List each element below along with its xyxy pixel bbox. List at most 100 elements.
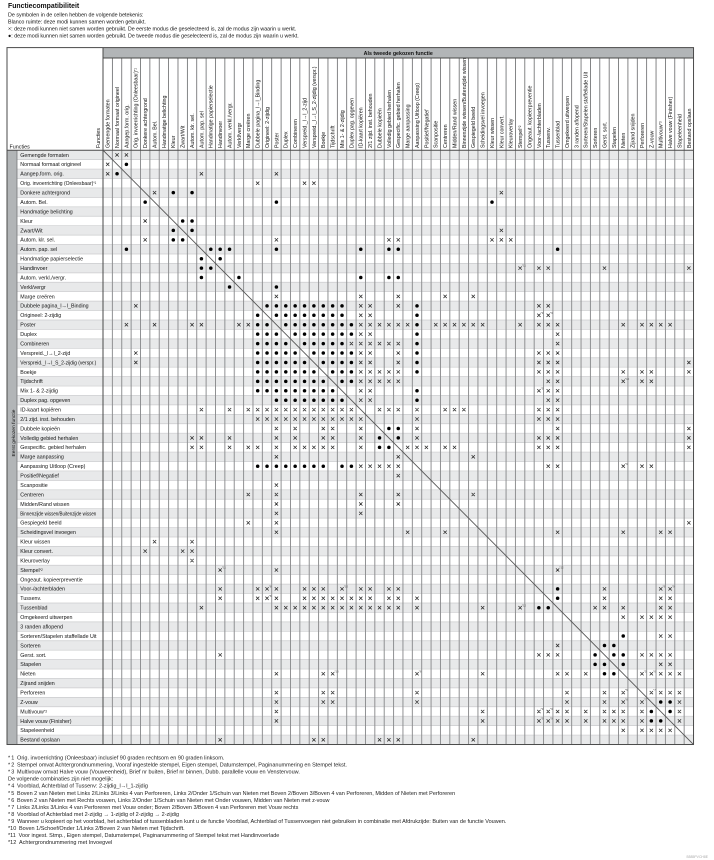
- svg-text:Kleur: Kleur: [20, 219, 33, 225]
- svg-text:Volledig gebied herhalen: Volledig gebied herhalen: [20, 436, 78, 442]
- svg-text:Tijdschrift: Tijdschrift: [20, 379, 43, 385]
- svg-text:*6: *6: [625, 462, 628, 466]
- svg-text:Mix 1- & 2-zijdig: Mix 1- & 2-zijdig: [340, 110, 346, 148]
- svg-text:* 6 Boven 2 van Nieten met Rec: * 6 Boven 2 van Nieten met Rechts vouwen…: [8, 798, 330, 804]
- svg-text:Duplex: Duplex: [284, 131, 290, 148]
- svg-text:●: deze modi kunnen niet samen: ●: deze modi kunnen niet samen worden ge…: [8, 33, 299, 39]
- svg-text:Autom. Bel.: Autom. Bel.: [20, 200, 47, 206]
- svg-text:Dubbele pagina_l→l_Binding: Dubbele pagina_l→l_Binding: [256, 80, 262, 148]
- svg-text:Aanpassing Uitloop (Creep): Aanpassing Uitloop (Creep): [20, 464, 85, 470]
- svg-text:*9: *9: [550, 707, 553, 711]
- svg-text:Marge creëren: Marge creëren: [246, 114, 252, 148]
- svg-text:* 8 Voorblad of Achterblad met: * 8 Voorblad of Achterblad met 2-zijdig …: [8, 812, 179, 818]
- svg-text:Kleur convert.: Kleur convert.: [499, 115, 505, 148]
- svg-text:*8: *8: [269, 594, 272, 598]
- svg-text:Poster: Poster: [20, 323, 36, 329]
- svg-text:Autom. Bel.: Autom. Bel.: [152, 121, 158, 148]
- svg-text:Gespiegeld beeld: Gespiegeld beeld: [20, 521, 61, 527]
- svg-text:Combineren: Combineren: [293, 119, 299, 148]
- svg-text:*7: *7: [644, 698, 647, 702]
- svg-text:Stapeleenheid: Stapeleenheid: [20, 728, 54, 734]
- svg-text:Stapeleenheid: Stapeleenheid: [677, 114, 683, 148]
- svg-text:Handinvoer: Handinvoer: [20, 266, 47, 272]
- svg-text:Aanpassing Uitloop (Creep): Aanpassing Uitloop (Creep): [415, 83, 421, 148]
- svg-text:Orig. invoerrichting (Onleesba: Orig. invoerrichting (Onleesbaar)*1: [20, 181, 96, 187]
- svg-text:Z-vouw: Z-vouw: [649, 130, 655, 148]
- svg-text:Nieten: Nieten: [621, 133, 627, 148]
- svg-text:Gemengde formaten: Gemengde formaten: [20, 153, 69, 159]
- svg-text:Ongeaut. kopieerpreventie: Ongeaut. kopieerpreventie: [20, 577, 82, 583]
- svg-text:Origineel: 2-zijdig: Origineel: 2-zijdig: [20, 313, 61, 319]
- svg-text:Volledig gebied herhalen: Volledig gebied herhalen: [387, 90, 393, 148]
- svg-text:* 5 Boven 2 van Nieten met Lin: * 5 Boven 2 van Nieten met Links 2/Links…: [8, 791, 455, 797]
- svg-text:*11: *11: [522, 264, 526, 268]
- svg-text:*12: *12: [559, 566, 564, 570]
- svg-text:*9: *9: [672, 584, 675, 588]
- svg-text:* 3 Multivouw omvat Halve vouw: * 3 Multivouw omvat Halve vouw (Vouweenh…: [8, 770, 300, 776]
- svg-text:Stempel*2: Stempel*2: [20, 568, 43, 574]
- svg-text:Perforeren: Perforeren: [640, 123, 646, 148]
- svg-text:*10 Boven 1/Schoef/Onder 1/Lin: *10 Boven 1/Schoef/Onder 1/Links 2/Boven…: [8, 826, 185, 832]
- svg-text:*10: *10: [625, 377, 630, 381]
- svg-text:Autom. klr. sel.: Autom. klr. sel.: [20, 238, 55, 244]
- svg-text:Scanpositie: Scanpositie: [434, 121, 440, 148]
- svg-text:Boekje: Boekje: [20, 370, 36, 376]
- svg-text:Aangep.form. orig.: Aangep.form. orig.: [124, 104, 130, 148]
- svg-text:Verspreid._l→l_S_2-zijdig (ver: Verspreid._l→l_S_2-zijdig (verspr.): [20, 360, 96, 366]
- svg-text:ID-kaart kopiëren: ID-kaart kopiëren: [20, 408, 61, 414]
- svg-text:Donkere achtergrond: Donkere achtergrond: [143, 98, 149, 148]
- svg-text:*9: *9: [541, 707, 544, 711]
- svg-text:Mix 1- & 2-zijdig: Mix 1- & 2-zijdig: [20, 389, 58, 395]
- svg-text:Stempel*2: Stempel*2: [518, 125, 524, 148]
- svg-text:*11 Voor ingest. Stmp., Eigen: *11 Voor ingest. Stmp., Eigen stempel, D…: [8, 833, 279, 839]
- svg-text:Kleur wissen: Kleur wissen: [490, 118, 496, 148]
- svg-text:3 randen aflopend: 3 randen aflopend: [20, 624, 63, 630]
- svg-text:Autom. pap. sel: Autom. pap. sel: [199, 111, 205, 148]
- svg-text:Marge aanpassing: Marge aanpassing: [406, 104, 412, 148]
- svg-text:Bestand opslaan: Bestand opslaan: [687, 108, 693, 148]
- svg-text:*6: *6: [653, 669, 656, 673]
- svg-text:* 2 Stempel omvat Achtergrondn: * 2 Stempel omvat Achtergrondnummering, …: [8, 762, 347, 768]
- svg-text:Blanco ruimte: deze modi kunne: Blanco ruimte: deze modi kunnen samen wo…: [8, 19, 146, 25]
- svg-text:Origineel: 2-zijdig: Origineel: 2-zijdig: [265, 107, 271, 148]
- svg-text:Autom. verkl./vergr.: Autom. verkl./vergr.: [227, 102, 233, 148]
- svg-text:Marge creëren: Marge creëren: [20, 294, 54, 300]
- svg-text:Autom. pap. sel: Autom. pap. sel: [20, 247, 57, 253]
- svg-text:Centreren: Centreren: [20, 492, 44, 498]
- svg-text:Gespiegeld beeld: Gespiegeld beeld: [471, 107, 477, 148]
- svg-text:3 randen aflopend: 3 randen aflopend: [574, 105, 580, 148]
- svg-text:*9: *9: [541, 717, 544, 721]
- svg-text:Gespecific. gebied herhalen: Gespecific. gebied herhalen: [396, 82, 402, 148]
- svg-text:*9: *9: [541, 386, 544, 390]
- svg-text:Halve vouw (Finisher): Halve vouw (Finisher): [20, 719, 71, 725]
- svg-text:Gespecific. gebied herhalen: Gespecific. gebied herhalen: [20, 445, 86, 451]
- svg-text:Tussenv.: Tussenv.: [546, 127, 552, 148]
- svg-text:Functiecompatibiliteit: Functiecompatibiliteit: [8, 3, 80, 10]
- svg-text:Normaal formaat origineel: Normaal formaat origineel: [115, 87, 121, 148]
- svg-text:Omgekeerd uitwerpen: Omgekeerd uitwerpen: [20, 615, 72, 621]
- svg-text:Verkl/vergr: Verkl/vergr: [20, 285, 46, 291]
- svg-text:Voor-/achterbladen: Voor-/achterbladen: [20, 587, 65, 593]
- svg-text:*9: *9: [550, 717, 553, 721]
- svg-text:*9: *9: [663, 584, 666, 588]
- svg-text:Kleur wissen: Kleur wissen: [20, 540, 50, 546]
- svg-text:Dubbele pagina_l→l_Binding: Dubbele pagina_l→l_Binding: [20, 304, 88, 310]
- svg-text:Sorteren: Sorteren: [593, 128, 599, 148]
- svg-text:* 7 Links 2/Links 3/Links 4 va: * 7 Links 2/Links 3/Links 4 van Perforer…: [8, 805, 299, 811]
- svg-text:Sorteren/Stapelen staffellade: Sorteren/Stapelen staffellade Uit: [584, 71, 590, 148]
- svg-text:Midden/Rand wissen: Midden/Rand wissen: [452, 99, 458, 148]
- svg-text:*5: *5: [644, 669, 647, 673]
- svg-text:Als tweede gekozen functie: Als tweede gekozen functie: [364, 51, 433, 57]
- svg-text:Omgekeerd uitwerpen: Omgekeerd uitwerpen: [565, 96, 571, 148]
- svg-text:Handmatige belichting: Handmatige belichting: [162, 96, 168, 148]
- svg-text:*10: *10: [344, 584, 349, 588]
- svg-text:Gemengde formaten: Gemengde formaten: [106, 99, 112, 148]
- svg-text:Tussenblad: Tussenblad: [556, 121, 562, 148]
- svg-text:×: deze modi kunnen niet samen: ×: deze modi kunnen niet samen worden ge…: [8, 26, 296, 32]
- svg-text:Bestand opslaan: Bestand opslaan: [20, 738, 60, 744]
- svg-text:Orig. invoerrichting (Onleesba: Orig. invoerrichting (Onleesbaar)*1: [134, 68, 140, 148]
- svg-text:Centreren: Centreren: [443, 124, 449, 148]
- svg-text:Dubbele kopieën: Dubbele kopieën: [377, 108, 383, 148]
- svg-text:*9: *9: [550, 311, 553, 315]
- svg-text:Handinvoer: Handinvoer: [218, 121, 224, 148]
